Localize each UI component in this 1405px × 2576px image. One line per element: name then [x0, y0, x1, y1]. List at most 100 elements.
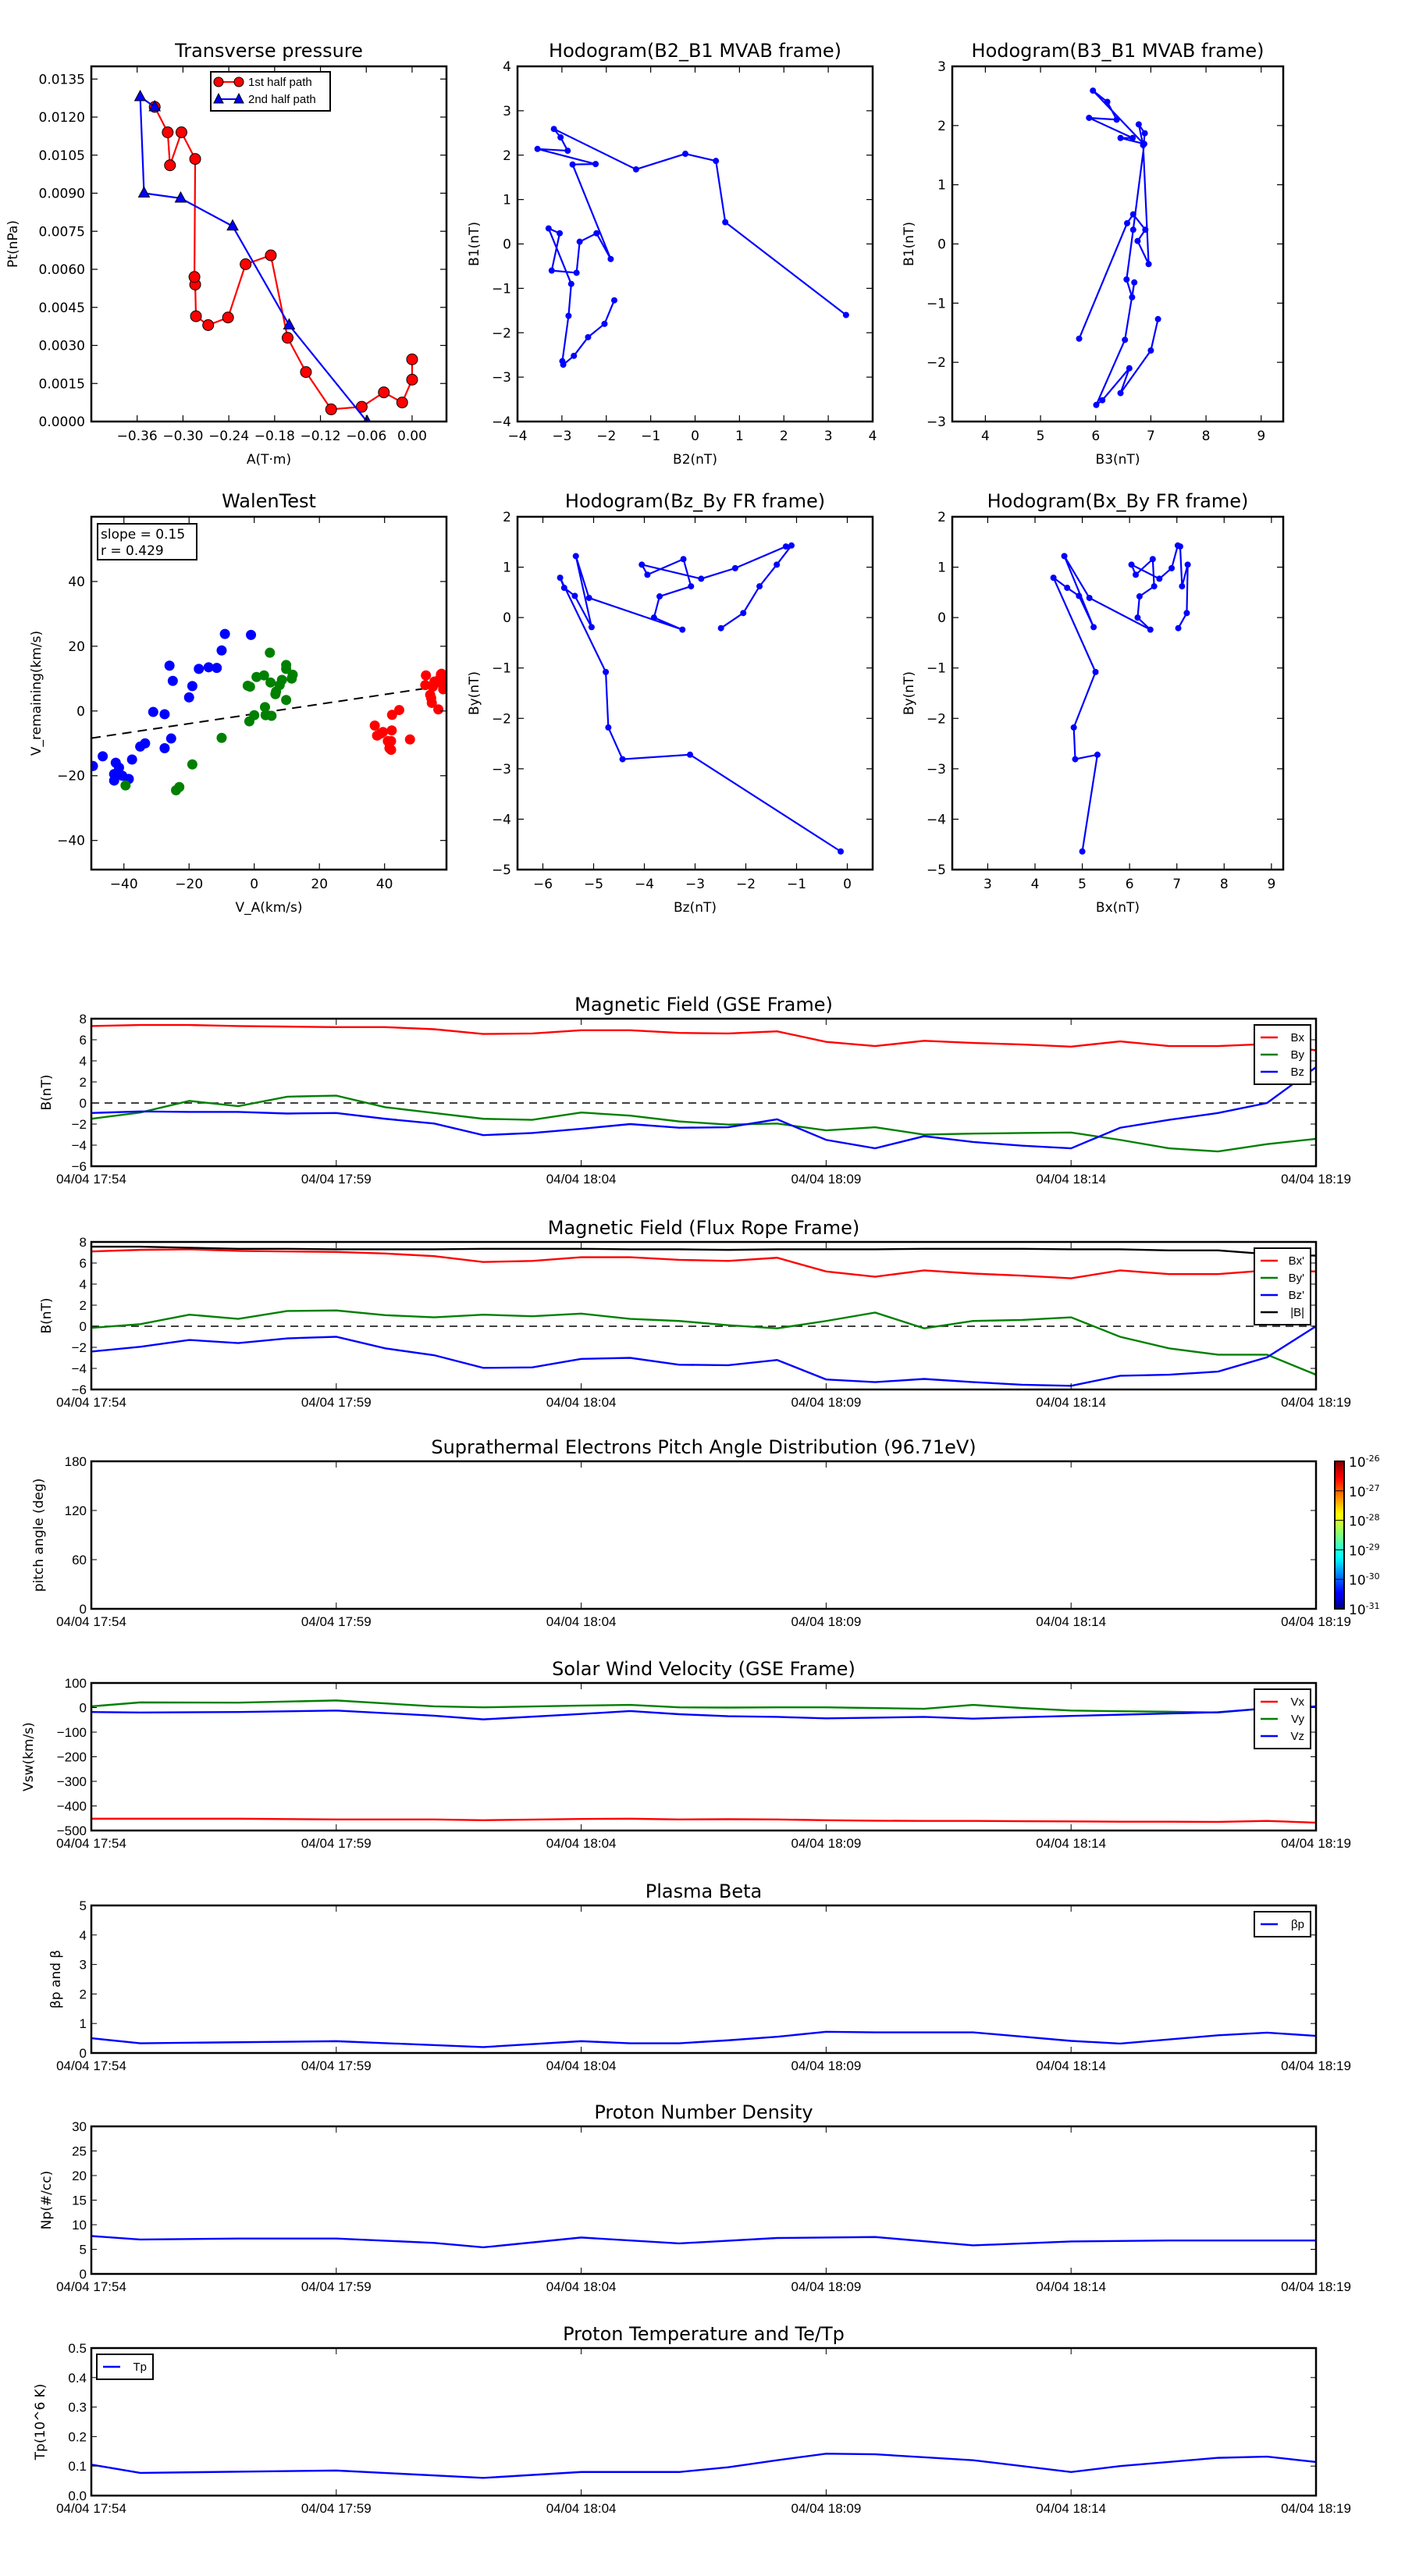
y-tick-label: 0 — [503, 237, 511, 253]
data-point — [396, 397, 408, 409]
y-tick-label: −1 — [927, 296, 946, 311]
y-tick-label: 0 — [80, 1701, 87, 1716]
data-point — [1129, 134, 1136, 141]
chart-hodogram-bx-by: Hodogram(Bx_By FR frame) −5 −4 −3 −2 −1 0 1 2 3 4 5… — [902, 490, 1285, 916]
x-tick-label: 3 — [984, 877, 992, 892]
x-tick-label: 04/04 17:59 — [301, 2501, 372, 2516]
data-point — [406, 373, 418, 386]
y-tick-label: 0.0045 — [39, 301, 85, 316]
data-point — [1140, 141, 1147, 148]
x-tick-label: 04/04 18:19 — [1281, 2058, 1351, 2073]
series-line — [154, 106, 414, 411]
scatter-point — [265, 677, 276, 688]
series-line — [537, 128, 847, 367]
slope-label: slope = 0.15 — [101, 527, 185, 543]
y-tick-label: 1 — [503, 193, 511, 208]
legend-label: Bx' — [1289, 1254, 1305, 1268]
data-point — [679, 626, 686, 633]
axes-frame — [90, 1904, 1318, 2055]
data-point — [557, 134, 564, 141]
data-point — [1064, 585, 1071, 592]
y-axis-label: B1(nT) — [467, 222, 482, 266]
x-tick-label: −40 — [110, 877, 138, 892]
y-tick-label: −300 — [57, 1774, 87, 1789]
scatter-point — [421, 670, 432, 681]
y-tick-label: 0 — [503, 610, 511, 626]
x-tick-label: 6 — [1126, 877, 1134, 892]
plot-area — [91, 1245, 1316, 1387]
y-tick-label: −500 — [57, 1823, 87, 1838]
x-tick-label: 5 — [1037, 429, 1045, 444]
axes-frame — [90, 1240, 1318, 1391]
data-point — [1113, 116, 1120, 123]
y-tick-label: 2 — [80, 1987, 87, 2001]
y-tick-label: 0.0105 — [39, 148, 85, 164]
data-point — [740, 610, 747, 617]
data-point — [593, 229, 600, 237]
chart-title: Hodogram(B3_B1 MVAB frame) — [972, 40, 1264, 62]
data-point — [1176, 543, 1183, 550]
plot-area — [133, 89, 418, 422]
data-point — [162, 126, 174, 138]
data-point — [1145, 261, 1152, 268]
y-tick-label: 0.0030 — [39, 339, 85, 354]
x-tick-label: 0 — [250, 877, 258, 892]
y-tick-label: 6 — [80, 1256, 87, 1271]
axes-frame — [90, 1460, 1318, 1610]
series-line-By — [91, 1309, 1316, 1376]
y-tick-label: 0.0075 — [39, 224, 85, 240]
scatter-point — [386, 725, 397, 736]
x-tick-label: 04/04 18:19 — [1281, 1614, 1351, 1629]
x-tick-label: 04/04 17:54 — [56, 1395, 126, 1410]
legend-label: Vx — [1290, 1695, 1304, 1709]
data-point — [1134, 237, 1141, 244]
annotation-frame — [97, 523, 197, 560]
series-line-Tp — [91, 2453, 1316, 2479]
legend: Bx' By' Bz' |B| — [1254, 1247, 1311, 1325]
scatter-point — [386, 735, 397, 746]
data-point — [1104, 98, 1111, 105]
plot-area — [91, 2235, 1316, 2249]
axes-frame — [90, 2347, 1318, 2497]
y-axis-label: pitch angle (deg) — [31, 1478, 47, 1592]
data-point — [300, 366, 312, 379]
data-point — [1123, 276, 1130, 283]
y-tick-label: 100 — [65, 1676, 87, 1691]
data-point — [681, 151, 688, 158]
y-tick-label: −2 — [492, 711, 511, 727]
legend-label: Bz' — [1289, 1289, 1305, 1302]
scatter-point — [108, 775, 119, 786]
legend-marker — [233, 92, 244, 104]
scatter-point — [426, 697, 437, 708]
scatter-point — [244, 681, 255, 692]
x-tick-label: −0.30 — [162, 429, 203, 444]
data-point — [534, 145, 541, 152]
chart-walen-test: WalenTest −40 −20 0 20 40 −40 −20 0 20 40 V_A(km/s)… — [29, 490, 448, 916]
x-tick-label: 04/04 17:54 — [56, 2279, 126, 2294]
scatter-point — [404, 734, 415, 745]
data-point — [588, 624, 595, 631]
x-tick-label: 04/04 17:54 — [56, 2501, 126, 2516]
y-tick-label: 0.4 — [68, 2371, 87, 2386]
scatter-point — [126, 754, 137, 765]
data-point — [548, 267, 555, 274]
data-point — [1050, 575, 1057, 582]
data-point — [1136, 593, 1143, 600]
x-tick-label: 20 — [311, 877, 328, 892]
y-tick-label: 0.2 — [68, 2429, 87, 2444]
data-point — [265, 249, 277, 262]
data-point — [189, 153, 201, 165]
chart-solar-wind: Solar Wind Velocity (GSE Frame) −500 −400 −… — [21, 1658, 1351, 1851]
data-point — [148, 99, 162, 112]
data-point — [1183, 610, 1190, 617]
scatter-point — [281, 660, 292, 671]
axes-frame — [90, 515, 448, 871]
data-point — [1184, 561, 1191, 568]
y-tick-label: 8 — [80, 1012, 87, 1026]
legend-label: Tp — [133, 2361, 147, 2374]
data-point — [406, 353, 418, 365]
y-tick-label: −4 — [492, 415, 511, 430]
legend-label: 2nd half path — [248, 93, 316, 106]
x-tick-label: −3 — [685, 877, 705, 892]
scatter-point — [194, 664, 205, 674]
